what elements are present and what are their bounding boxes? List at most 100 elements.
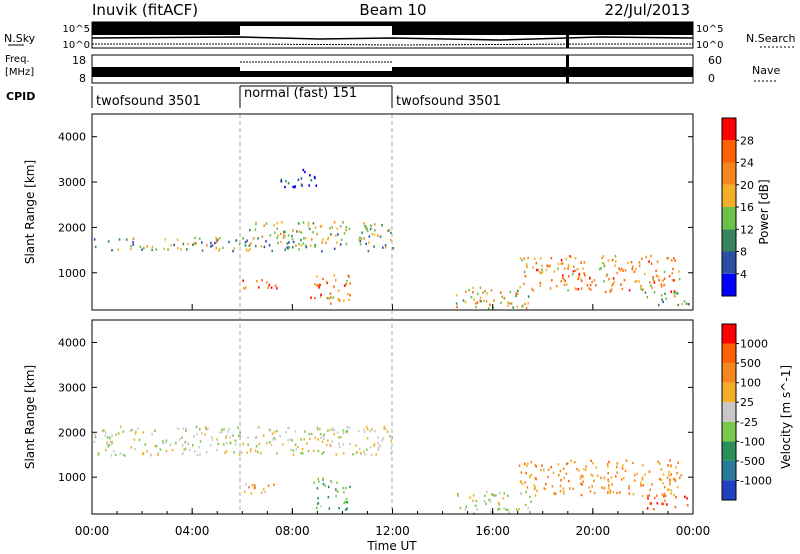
power-echo-cell xyxy=(367,249,370,253)
power-echo-cell xyxy=(464,301,467,304)
power-echo-cell xyxy=(258,286,260,289)
power-echo-cell xyxy=(671,279,674,282)
velocity-echo-cell xyxy=(255,445,258,448)
velocity-echo-cell xyxy=(497,508,499,511)
power-echo-cell xyxy=(118,238,121,241)
power-echo-cell xyxy=(568,255,571,258)
velocity-echo-cell xyxy=(525,471,527,475)
power-echo-cell xyxy=(515,294,517,298)
velocity-echo-cell xyxy=(324,484,326,487)
power-echo-cell xyxy=(519,286,521,289)
velocity-echo-cell xyxy=(224,451,226,454)
power-echo-cell xyxy=(531,287,533,291)
velocity-echo-cell xyxy=(540,469,542,472)
power-echo-cell xyxy=(195,242,198,245)
noise-fill-left xyxy=(92,22,240,35)
power-echo-cell xyxy=(486,292,488,295)
velocity-echo-cell xyxy=(547,475,549,479)
power-echo-cell xyxy=(325,280,328,284)
velocity-echo-cell xyxy=(328,507,331,510)
velocity-echo-cell xyxy=(647,497,649,500)
power-echo-cell xyxy=(366,229,369,233)
velocity-echo-cell xyxy=(307,449,310,453)
power-echo-cell xyxy=(282,236,285,239)
power-echo-cell xyxy=(315,283,318,287)
velocity-echo-cell xyxy=(675,496,677,499)
power-echo-cell xyxy=(255,223,257,226)
velocity-echo-cell xyxy=(533,487,536,491)
velocity-echo-cell xyxy=(345,486,347,490)
velocity-echo-cell xyxy=(526,486,529,489)
power-echo-cell xyxy=(653,279,655,283)
power-echo-cell xyxy=(567,267,569,270)
power-echo-cell xyxy=(257,237,259,240)
power-echo-cell xyxy=(339,243,342,246)
power-echo-cell xyxy=(146,245,148,248)
cpid-segment-3: twofsound 3501 xyxy=(396,94,501,109)
velocity-echo-cell xyxy=(198,446,200,449)
power-echo-cell xyxy=(638,264,641,267)
power-echo-cell xyxy=(650,254,652,258)
velocity-echo-cell xyxy=(356,451,359,454)
power-echo-cell xyxy=(525,307,528,310)
velocity-echo-cell xyxy=(358,429,360,433)
velocity-echo-cell xyxy=(107,445,110,448)
velocity-echo-cell xyxy=(642,484,645,487)
power-echo-cell xyxy=(521,305,523,308)
power-echo-cell xyxy=(182,242,185,246)
velocity-echo-cell xyxy=(624,469,627,473)
power-echo-cell xyxy=(545,268,548,272)
velocity-echo-cell xyxy=(674,506,677,509)
power-echo-cell xyxy=(363,237,365,240)
power-echo-cell xyxy=(304,244,307,247)
velocity-echo-cell xyxy=(649,488,651,491)
power-echo-cell xyxy=(292,185,294,189)
velocity-echo-cell xyxy=(636,472,638,475)
velocity-echo-cell xyxy=(456,493,459,496)
velocity-echo-cell xyxy=(349,485,351,489)
velocity-echo-cell xyxy=(474,504,477,507)
velocity-echo-cell xyxy=(288,426,290,430)
velocity-echo-cell xyxy=(223,428,225,431)
power-echo-cell xyxy=(309,244,312,247)
velocity-echo-cell xyxy=(260,452,262,455)
velocity-echo-cell xyxy=(524,462,526,466)
power-echo-cell xyxy=(604,290,607,294)
velocity-echo-cell xyxy=(625,459,628,462)
power-echo-cell xyxy=(632,265,634,268)
power-echo-cell xyxy=(560,259,563,262)
power-echo-cell xyxy=(244,241,247,244)
power-echo-cell xyxy=(547,265,550,268)
power-echo-cell xyxy=(656,260,659,263)
velocity-echo-cell xyxy=(552,471,555,474)
velocity-echo-cell xyxy=(583,468,585,471)
velocity-echo-cell xyxy=(369,429,371,433)
power-echo-cell xyxy=(276,287,278,290)
power-echo-cell xyxy=(567,289,569,292)
velocity-echo-cell xyxy=(234,439,237,442)
power-echo-cell xyxy=(516,292,519,295)
velocity-echo-cell xyxy=(603,477,606,480)
power-echo-cell xyxy=(670,290,673,293)
velocity-echo-cell xyxy=(346,507,348,510)
freq-label-line1: Freq. xyxy=(5,54,30,65)
velocity-echo-cell xyxy=(641,476,644,479)
power-echo-cell xyxy=(601,256,603,260)
power-echo-cell xyxy=(284,230,286,233)
velocity-echo-cell xyxy=(670,473,672,476)
velocity-echo-cell xyxy=(329,428,332,431)
power-echo-cell xyxy=(333,274,336,277)
freq-left-tick-bottom: 8 xyxy=(79,72,86,85)
cpid-segment-1: twofsound 3501 xyxy=(96,94,201,109)
velocity-echo-cell xyxy=(104,434,107,437)
velocity-echo-cell xyxy=(581,474,583,478)
velocity-echo-cell xyxy=(573,461,576,464)
velocity-echo-cell xyxy=(246,451,248,454)
power-echo-cell xyxy=(516,305,518,308)
freq-label-line2: [MHz] xyxy=(5,67,34,78)
time-x-axis: 00:00 04:00 08:00 12:00 16:00 20:00 00:00 xyxy=(75,304,710,538)
power-echo-cell xyxy=(244,244,247,247)
freq-right-tick-bottom: 0 xyxy=(708,72,715,85)
velocity-echo-cell xyxy=(366,437,369,440)
power-echo-cell xyxy=(312,222,315,225)
